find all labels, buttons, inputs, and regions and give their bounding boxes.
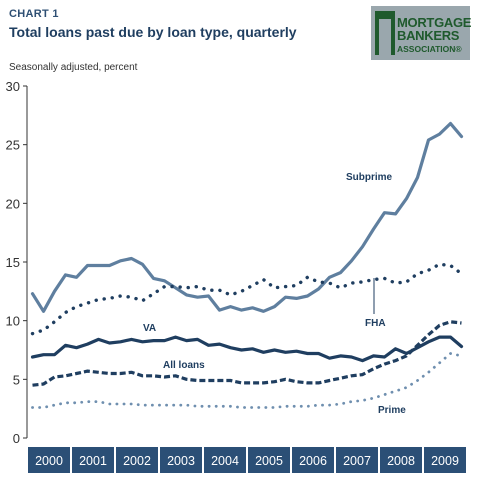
series-label-fha: FHA <box>365 318 386 329</box>
x-tick-label: 2000 <box>35 454 63 468</box>
logo-line-2: BANKERS <box>397 28 460 43</box>
y-tick-label: 25 <box>6 138 20 153</box>
x-tick-label: 2004 <box>211 454 239 468</box>
x-axis-year-band: 2000 2001 2002 2003 2004 2005 2006 2007 2008 2009 <box>28 447 466 473</box>
x-tick-label: 2002 <box>123 454 151 468</box>
x-year-cell <box>204 447 246 473</box>
x-tick-label: 2003 <box>167 454 195 468</box>
x-year-cell <box>336 447 378 473</box>
series-line-prime <box>31 352 463 409</box>
series-label-subprime: Subprime <box>346 172 393 183</box>
series-label-prime: Prime <box>378 405 406 416</box>
x-year-cell <box>292 447 334 473</box>
y-axis-unit-label: Seasonally adjusted, percent <box>9 62 138 73</box>
series-line-subprime <box>30 121 464 313</box>
logo-line-3: ASSOCIATION® <box>397 44 462 54</box>
chart-title: Total loans past due by loan type, quart… <box>9 24 297 40</box>
logo-line-1: MORTGAGE <box>397 15 472 30</box>
y-tick-label: 15 <box>6 255 20 270</box>
x-year-cell <box>380 447 422 473</box>
x-tick-label: 2008 <box>387 454 415 468</box>
x-year-cell <box>116 447 158 473</box>
x-tick-label: 2006 <box>299 454 327 468</box>
y-tick-label: 20 <box>6 196 20 211</box>
y-tick-label: 10 <box>6 314 20 329</box>
series-labels: Subprime FHA VA All loans Prime <box>143 172 406 416</box>
y-tick-label: 30 <box>6 79 20 94</box>
x-year-cell <box>160 447 202 473</box>
x-year-cell <box>248 447 290 473</box>
series-label-all-loans: All loans <box>163 360 205 371</box>
x-tick-label: 2007 <box>343 454 371 468</box>
y-tick-label: 5 <box>13 372 20 387</box>
series-line-va <box>30 335 464 363</box>
x-year-cell <box>28 447 70 473</box>
x-tick-label: 2009 <box>431 454 459 468</box>
mba-logo: MORTGAGE BANKERS ASSOCIATION® <box>371 6 472 60</box>
y-tick-label: 0 <box>13 431 20 446</box>
x-tick-label: 2001 <box>79 454 107 468</box>
series-line-fha <box>30 262 464 336</box>
y-axis: 0 5 10 15 20 25 30 <box>6 79 28 446</box>
x-year-cell <box>424 447 466 473</box>
chart-series <box>30 121 464 409</box>
mba-logo-mark <box>375 11 395 55</box>
series-line-all-loans <box>32 320 462 387</box>
chart-number-label: CHART 1 <box>9 8 59 20</box>
series-label-va: VA <box>143 323 156 334</box>
x-year-cell <box>72 447 114 473</box>
x-tick-label: 2005 <box>255 454 283 468</box>
